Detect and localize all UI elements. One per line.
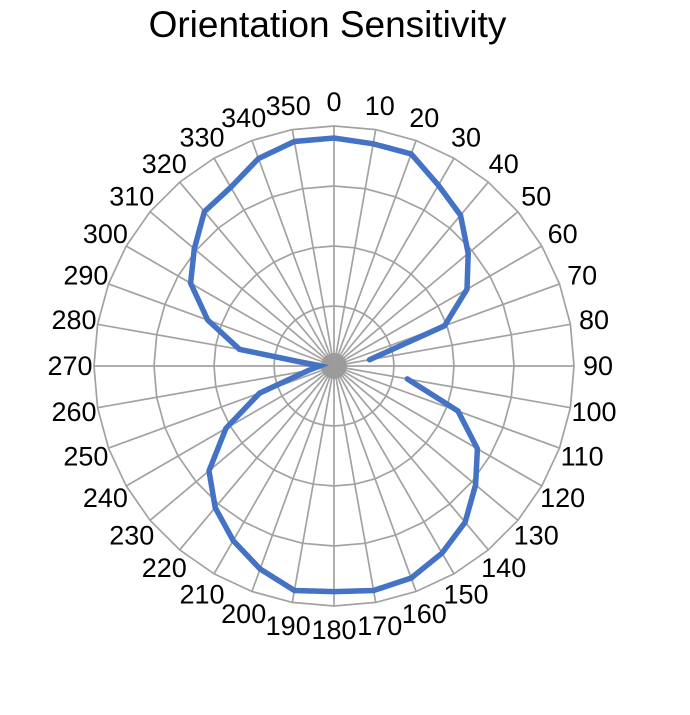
angle-label: 330 [179,122,224,152]
polar-grid-ring [213,245,455,487]
angle-label: 140 [481,553,526,583]
angle-label: 0 [326,87,341,117]
angle-label: 160 [402,599,447,629]
angle-label: 30 [451,122,481,152]
angle-label: 250 [63,441,108,471]
angle-label: 230 [109,521,154,551]
angle-label: 180 [311,615,356,645]
angle-label: 280 [51,305,96,335]
polar-grid-ring [93,125,575,607]
angle-label: 110 [561,441,604,471]
angle-label: 150 [443,580,488,610]
angle-label: 350 [266,91,311,121]
angle-label: 120 [540,483,585,513]
angle-label: 210 [179,580,224,610]
angle-label: 300 [83,219,128,249]
angle-label: 290 [63,261,108,291]
angle-label: 270 [47,351,92,381]
polar-grid-ring [153,185,515,547]
angle-label: 240 [83,483,128,513]
angle-label: 220 [142,553,187,583]
angle-label: 50 [521,181,551,211]
angle-label: 80 [579,305,609,335]
center-hub [321,353,347,379]
chart-title: Orientation Sensitivity [148,4,507,45]
angle-label: 170 [357,611,402,641]
angle-label: 100 [571,397,616,427]
angle-label: 60 [548,219,578,249]
angle-label: 260 [51,397,96,427]
angle-label: 40 [489,149,519,179]
angle-label: 320 [142,149,187,179]
angle-label: 340 [221,103,266,133]
angle-label: 200 [221,599,266,629]
angle-label: 10 [365,91,395,121]
sensitivity-series-line [187,135,481,595]
angle-label: 90 [583,351,613,381]
angle-label: 310 [109,181,154,211]
angle-label: 190 [266,611,311,641]
angle-label: 70 [567,261,597,291]
polar-grid-ring [273,305,395,427]
angle-label: 20 [409,103,439,133]
angle-label: 130 [514,521,559,551]
